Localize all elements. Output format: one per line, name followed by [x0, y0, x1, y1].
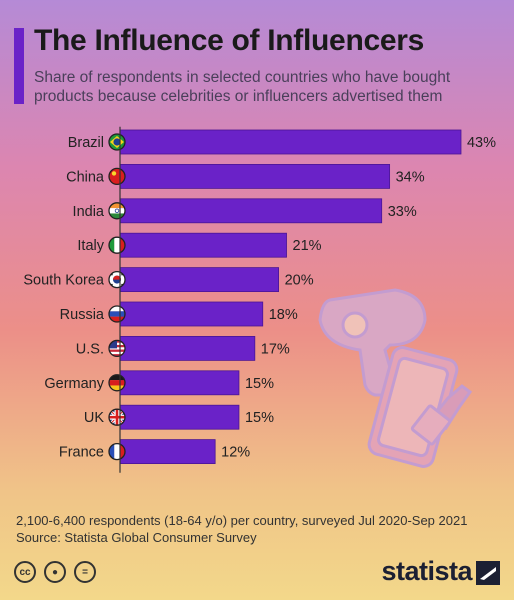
value-label: 43% [467, 135, 496, 151]
value-labels: 43% 34% 33% 21% 20% 18% 17% 15% 15% 12% [221, 135, 496, 461]
category-label: India [73, 204, 105, 220]
category-label: U.S. [76, 341, 104, 357]
bar-uk [119, 404, 240, 430]
chart-subtitle: Share of respondents in selected countri… [34, 69, 451, 105]
india-flag-icon [108, 202, 126, 220]
france-flag-icon [108, 442, 126, 461]
category-label: France [59, 445, 104, 461]
value-label: 18% [269, 307, 298, 323]
footnote-source: Source: Statista Global Consumer Survey [16, 530, 257, 545]
value-label: 21% [293, 238, 322, 254]
bar-germany [119, 370, 240, 396]
germany-flag-icon [108, 374, 126, 392]
italy-flag-icon [108, 236, 126, 254]
footnote-respondents: 2,100-6,400 respondents (18-64 y/o) per … [16, 513, 468, 528]
bar-south-korea [119, 267, 280, 293]
south-korea-flag-icon [108, 270, 126, 289]
lipstick-case-icon [410, 404, 452, 446]
value-label: 17% [261, 341, 290, 357]
license-icons: cc ● = [14, 561, 96, 583]
value-label: 34% [396, 169, 425, 185]
bars-group [119, 129, 462, 465]
statista-logo-icon [476, 561, 500, 585]
value-label: 12% [221, 445, 250, 461]
category-labels: Brazil China India Italy South Korea Russia U.… [23, 135, 105, 461]
cc-icon: cc [14, 561, 36, 583]
bar-china [119, 163, 391, 189]
chart-title: The Influence of Influencers [34, 24, 424, 57]
brazil-flag-icon [108, 133, 126, 151]
value-label: 33% [388, 204, 417, 220]
category-label: Germany [44, 376, 104, 392]
category-label: Brazil [68, 135, 104, 151]
uk-flag-icon [108, 408, 126, 426]
footnote: 2,100-6,400 respondents (18-64 y/o) per … [16, 512, 467, 546]
bar-brazil [119, 129, 462, 155]
illustration [318, 288, 473, 468]
bar-u-s [119, 335, 256, 361]
bar-russia [119, 301, 264, 327]
category-label: Italy [77, 238, 104, 254]
bar-france [119, 439, 216, 465]
category-label: UK [84, 410, 104, 426]
hair-dryer-vent-icon [341, 311, 369, 339]
us-flag-icon [108, 339, 126, 358]
attribution-icon: ● [44, 561, 66, 583]
flags-group [108, 133, 126, 461]
china-flag-icon [108, 167, 126, 186]
value-label: 15% [245, 376, 274, 392]
statista-logo: statista [381, 556, 472, 586]
value-label: 15% [245, 410, 274, 426]
category-label: South Korea [23, 273, 105, 289]
title-accent-bar [14, 28, 24, 104]
russia-flag-icon [108, 305, 126, 323]
bar-india [119, 198, 383, 224]
category-label: China [66, 169, 105, 185]
value-label: 20% [285, 273, 314, 289]
no-derivatives-icon: = [74, 561, 96, 583]
category-label: Russia [60, 307, 105, 323]
bar-italy [119, 232, 287, 258]
